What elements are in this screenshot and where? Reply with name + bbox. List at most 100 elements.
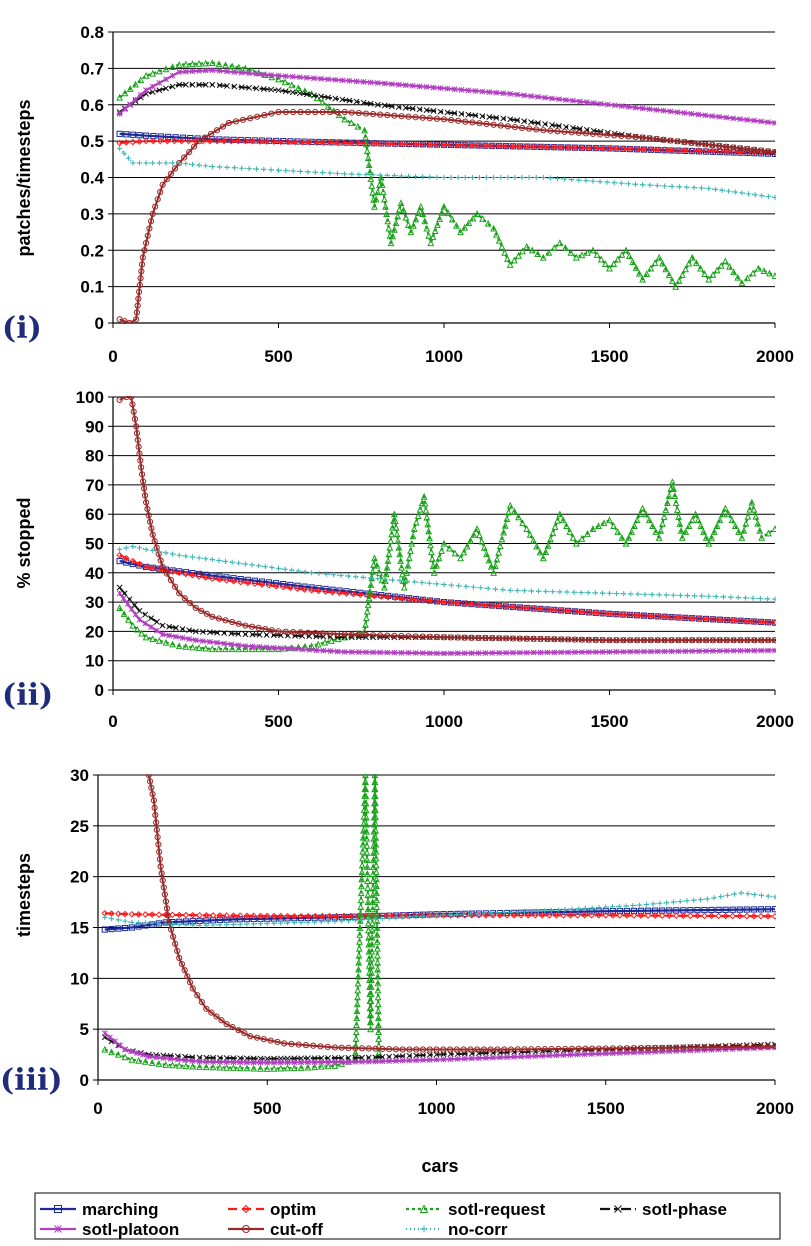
no-corr-point <box>275 167 282 173</box>
sotl-request-point <box>358 882 365 890</box>
cut-off-point <box>715 1044 722 1051</box>
sotl-platoon-point <box>250 1059 257 1066</box>
cut-off-point <box>207 130 215 137</box>
no-corr-point <box>492 586 499 592</box>
sotl-platoon-point <box>647 648 654 655</box>
cut-off-point <box>501 1046 508 1053</box>
optim-point <box>551 606 558 614</box>
series-line-marching <box>119 560 776 624</box>
sotl-phase-point <box>528 119 535 126</box>
cut-off-point <box>138 268 145 275</box>
sotl-request-point <box>257 1064 264 1072</box>
no-corr-point <box>268 167 274 173</box>
sotl-platoon-point <box>765 647 772 654</box>
sotl-request-point <box>360 826 367 834</box>
sotl-request-point <box>396 550 404 558</box>
series-markers-no-corr <box>117 145 776 201</box>
no-corr-point <box>130 543 136 550</box>
sotl-request-point <box>566 528 574 535</box>
cut-off-point <box>310 1042 317 1049</box>
sotl-request-point <box>700 528 707 535</box>
sotl-platoon-point <box>588 1051 595 1058</box>
no-corr-point <box>535 588 542 594</box>
cut-off-point <box>680 1044 687 1051</box>
sotl-request-point <box>372 826 380 834</box>
no-corr-point <box>642 591 648 597</box>
sotl-platoon-point <box>339 77 346 84</box>
cut-off-point <box>737 637 744 644</box>
sotl-request-point <box>758 533 766 541</box>
marching-point <box>736 906 743 913</box>
cut-off-point <box>758 637 765 644</box>
sotl-request-point <box>730 268 738 276</box>
no-corr-point <box>278 920 284 926</box>
no-corr-point <box>772 894 776 900</box>
sotl-request-point <box>760 267 768 274</box>
y-tick-label: 0.5 <box>80 132 104 151</box>
sotl-request-point <box>523 525 531 532</box>
no-corr-point <box>498 174 504 181</box>
no-corr-point <box>528 908 534 915</box>
no-corr-point <box>372 916 379 922</box>
cut-off-point <box>229 1024 236 1031</box>
cut-off-point <box>518 124 526 131</box>
sotl-request-point <box>372 868 380 876</box>
sotl-platoon-point <box>117 1042 123 1049</box>
cut-off-point <box>163 905 171 912</box>
sotl-request-point <box>625 533 633 541</box>
sotl-request-point <box>526 530 534 538</box>
sotl-platoon-point <box>263 644 270 651</box>
sotl-platoon-point <box>145 1053 152 1060</box>
sotl-platoon-point <box>202 67 209 74</box>
sotl-request-point <box>108 1048 115 1056</box>
sotl-platoon-point <box>660 107 667 114</box>
marching-point <box>116 130 123 137</box>
no-corr-point <box>189 554 196 560</box>
sotl-platoon-point <box>482 650 489 656</box>
sotl-phase-point <box>423 107 430 114</box>
optim-point <box>418 912 426 919</box>
legend-box <box>34 1192 781 1240</box>
cut-off-point <box>154 196 161 203</box>
marching-point <box>616 907 623 915</box>
cut-off-point <box>135 295 142 302</box>
sotl-request-point <box>125 615 132 623</box>
no-corr-point <box>143 160 149 166</box>
sotl-request-point <box>202 644 210 652</box>
sotl-request-point <box>359 847 367 855</box>
sotl-platoon-point <box>203 1058 210 1065</box>
optim-point <box>695 147 703 155</box>
optim-point <box>461 141 468 149</box>
sotl-phase-point <box>275 87 282 94</box>
cut-off-point <box>143 239 150 247</box>
cut-off-point <box>623 1045 631 1052</box>
optim-point <box>651 912 659 919</box>
sotl-phase-point <box>416 106 423 113</box>
sotl-request-point <box>397 199 405 207</box>
sotl-platoon-point <box>447 1056 454 1063</box>
optim-point <box>320 139 327 146</box>
sotl-phase-point <box>430 107 437 114</box>
sotl-request-point <box>208 645 216 653</box>
optim-point <box>122 554 130 562</box>
cut-off-point <box>737 145 744 152</box>
optim-point <box>531 911 539 919</box>
sotl-platoon-point <box>625 103 632 110</box>
sotl-request-point <box>652 528 660 535</box>
sotl-request-point <box>423 513 431 521</box>
sotl-request-point <box>373 944 381 952</box>
sotl-phase-point <box>199 628 206 635</box>
cut-off-point <box>568 1045 576 1052</box>
optim-point <box>202 574 209 581</box>
cut-off-point <box>133 423 140 430</box>
legend-sotl-request-point <box>419 1204 429 1213</box>
no-corr-point <box>515 909 521 915</box>
no-corr-point <box>738 890 744 896</box>
series-markers-sotl-platoon <box>116 590 776 657</box>
sotl-platoon-point <box>143 87 150 94</box>
optim-point <box>336 589 343 597</box>
optim-point <box>250 912 258 920</box>
cut-off-point <box>151 538 158 545</box>
sotl-request-point <box>539 554 547 562</box>
